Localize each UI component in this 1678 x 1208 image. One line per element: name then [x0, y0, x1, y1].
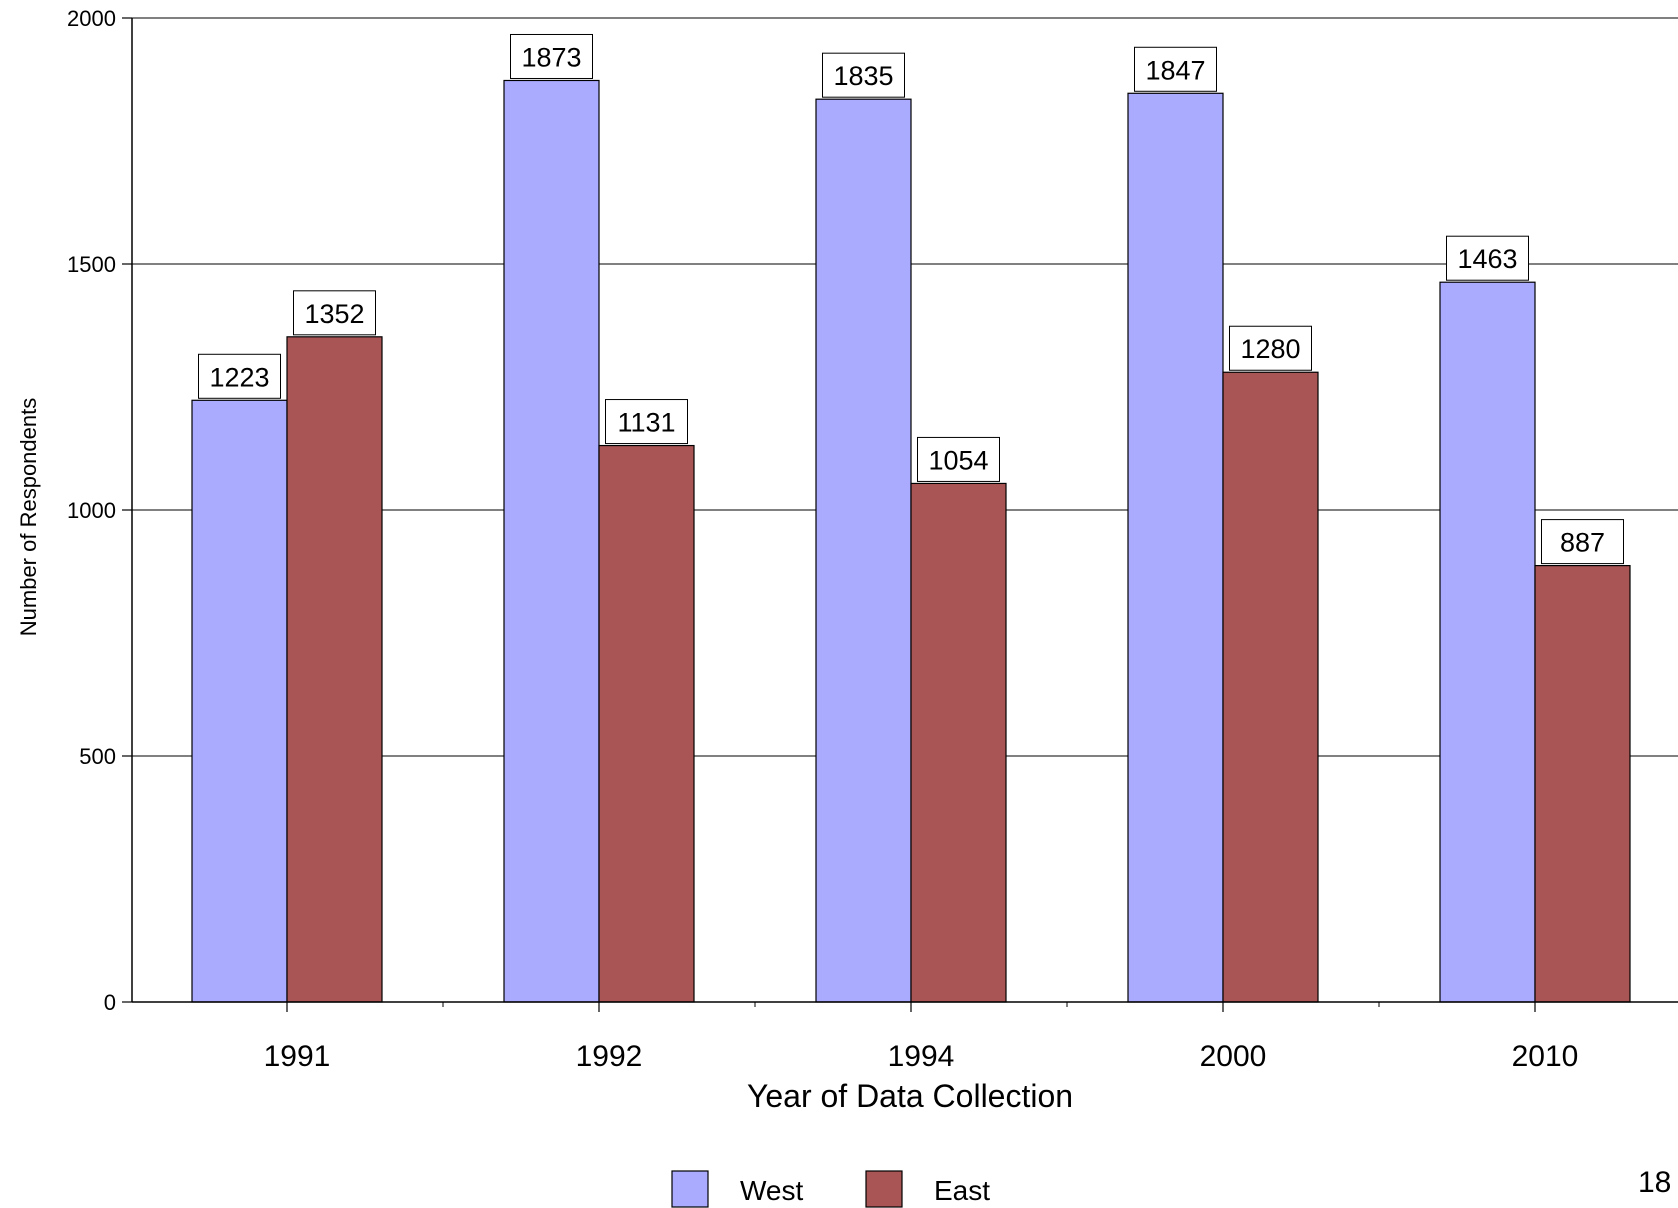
data-label-west-1992: 1873 [510, 33, 593, 79]
data-label-west-1991: 1223 [198, 353, 281, 399]
bar-east-2010 [1534, 564, 1631, 1003]
bar-west-2000 [1127, 92, 1224, 1003]
data-label-box [1541, 519, 1624, 565]
legend-swatch [671, 1170, 709, 1208]
data-label-value: 1352 [304, 299, 364, 329]
y-tick-label-1: 500 [79, 744, 116, 769]
data-label-east-1991: 1352 [293, 290, 376, 336]
data-label-east-2010: 887 [1541, 519, 1624, 565]
data-label-east-1992: 1131 [605, 399, 688, 445]
bar-west-2010 [1439, 281, 1536, 1003]
bar-west-1991 [191, 399, 288, 1003]
x-tick-label-2010: 2010 [1512, 1040, 1579, 1073]
y-tick-label-2: 1000 [67, 498, 116, 523]
data-label-value: 1835 [833, 61, 893, 91]
x-tick-label-2000: 2000 [1200, 1040, 1267, 1073]
data-label-east-1994: 1054 [917, 436, 1000, 482]
data-label-east-2000: 1280 [1229, 325, 1312, 371]
y-tick-label-3: 1500 [67, 252, 116, 277]
bars [191, 79, 1631, 1003]
data-label-box [1229, 325, 1312, 371]
legend: West East [671, 1170, 990, 1208]
data-label-value: 1131 [617, 408, 675, 438]
x-tick-label-1994: 1994 [888, 1040, 955, 1073]
data-label-box [1134, 46, 1217, 92]
data-label-west-2010: 1463 [1446, 235, 1529, 281]
y-axis-title: Number of Respondents [16, 398, 41, 636]
y-ticks: 0 500 1000 1500 2000 [67, 6, 132, 1015]
data-label-value: 1873 [521, 42, 581, 72]
x-axis-title: Year of Data Collection [747, 1078, 1073, 1114]
x-tick-label-1991: 1991 [264, 1040, 331, 1073]
data-label-value: 1280 [1240, 334, 1300, 364]
data-labels: 1223 1352 1873 1131 1835 1054 1847 1280 1463 887 [198, 33, 1624, 565]
data-label-box [510, 33, 593, 79]
y-tick-label-0: 0 [104, 990, 116, 1015]
bar-east-2000 [1222, 371, 1319, 1003]
legend-item-west: West [671, 1170, 803, 1208]
bar-east-1991 [286, 336, 383, 1003]
bar-west-1994 [815, 98, 912, 1003]
data-label-box [605, 399, 688, 445]
y-tick-label-4: 2000 [67, 6, 116, 31]
data-label-box [198, 353, 281, 399]
data-label-value: 1463 [1457, 244, 1517, 274]
legend-item-east: East [865, 1170, 990, 1208]
bar-east-1992 [598, 444, 695, 1003]
bar-east-1994 [910, 482, 1007, 1003]
x-tick-label-1992: 1992 [576, 1040, 643, 1073]
x-ticks: 1991 1992 1994 2000 2010 [264, 1002, 1579, 1073]
legend-label: East [934, 1175, 990, 1206]
legend-label: West [740, 1175, 803, 1206]
data-label-value: 887 [1560, 528, 1605, 558]
data-label-value: 1223 [209, 362, 269, 392]
data-label-box [822, 52, 905, 98]
data-label-box [293, 290, 376, 336]
data-label-west-1994: 1835 [822, 52, 905, 98]
data-label-value: 1847 [1145, 55, 1205, 85]
data-label-box [917, 436, 1000, 482]
data-label-box [1446, 235, 1529, 281]
page-number: 18 [1638, 1166, 1672, 1199]
legend-swatch [865, 1170, 903, 1208]
data-label-value: 1054 [928, 445, 988, 475]
bar-west-1992 [503, 79, 600, 1003]
data-label-west-2000: 1847 [1134, 46, 1217, 92]
